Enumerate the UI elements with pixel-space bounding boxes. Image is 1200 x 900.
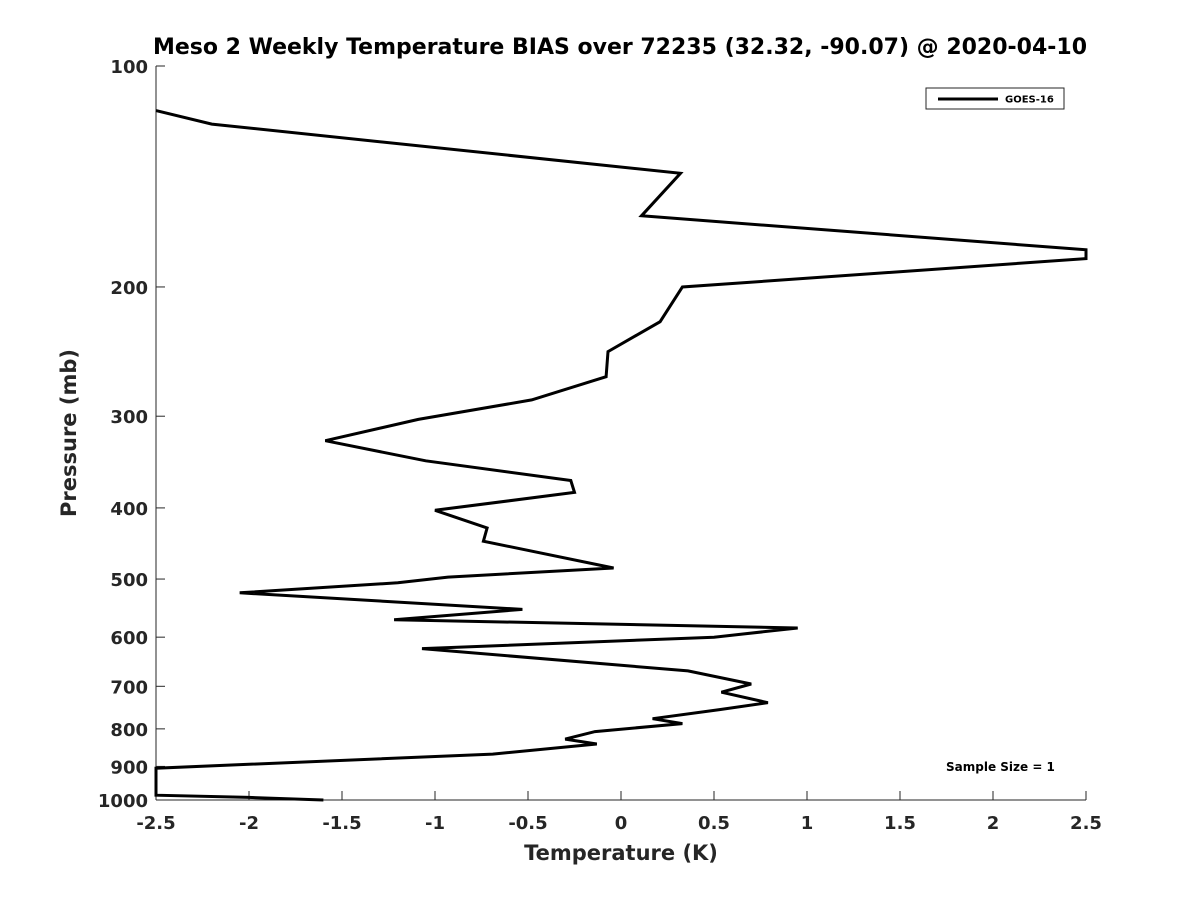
y-tick-label-5: 600	[110, 628, 148, 649]
sample-size-annotation: Sample Size = 1	[946, 760, 1055, 774]
y-tick-label-6: 700	[110, 677, 148, 698]
y-tick-label-4: 500	[110, 570, 148, 591]
y-tick-label-9: 1000	[98, 791, 148, 812]
y-tick-label-2: 300	[110, 407, 148, 428]
x-tick-label-8: 1.5	[884, 813, 916, 834]
y-tick-label-8: 900	[110, 757, 148, 778]
x-tick-label-2: -1.5	[322, 813, 361, 834]
x-axis-label: Temperature (K)	[524, 841, 718, 865]
chart-title: Meso 2 Weekly Temperature BIAS over 7223…	[153, 35, 1087, 60]
y-tick-label-0: 100	[110, 57, 148, 78]
x-tick-label-10: 2.5	[1070, 813, 1102, 834]
y-tick-label-7: 800	[110, 720, 148, 741]
y-axis-label: Pressure (mb)	[57, 349, 81, 517]
y-tick-label-1: 200	[110, 278, 148, 299]
x-tick-label-6: 0.5	[698, 813, 730, 834]
x-tick-label-3: -1	[425, 813, 445, 834]
y-tick-label-3: 400	[110, 499, 148, 520]
series-points-goes-16	[156, 111, 1086, 801]
x-tick-label-5: 0	[615, 813, 628, 834]
x-tick-label-7: 1	[801, 813, 814, 834]
axes	[155, 66, 1086, 801]
y-ticks: 100 200 300 400 500 600 700 800 900 1000	[98, 57, 165, 812]
series-group	[154, 109, 1088, 802]
x-ticks: -2.5 -2 -1.5 -1 -0.5 0 0.5 1 1.5 2 2.5	[136, 791, 1102, 834]
x-tick-label-9: 2	[987, 813, 1000, 834]
series-line-goes-16	[154, 109, 1088, 802]
legend: GOES-16	[925, 87, 1065, 110]
x-tick-label-4: -0.5	[508, 813, 547, 834]
x-tick-label-0: -2.5	[136, 813, 175, 834]
legend-label-goes-16: GOES-16	[1005, 95, 1054, 106]
x-tick-label-1: -2	[239, 813, 259, 834]
